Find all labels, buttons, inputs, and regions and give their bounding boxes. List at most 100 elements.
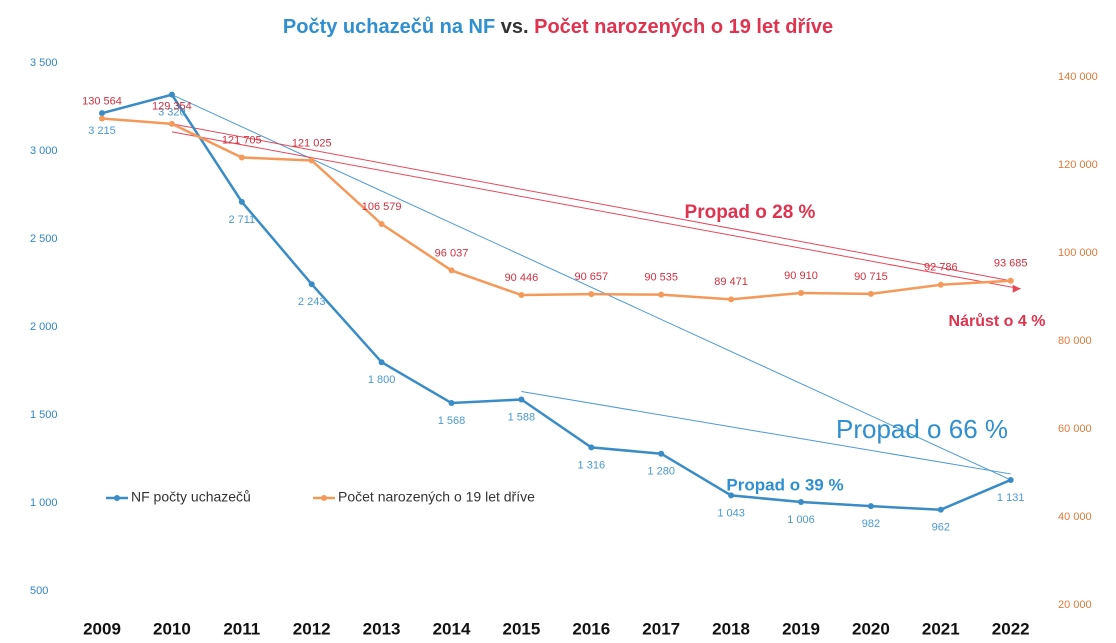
data-label: 982 (862, 518, 880, 530)
data-label: 93 685 (994, 258, 1028, 270)
data-label: 96 037 (435, 247, 469, 259)
data-point (937, 506, 944, 513)
x-tick-label: 2017 (642, 619, 680, 638)
y2-tick-label: 60 000 (1058, 423, 1092, 435)
y2-tick-label: 120 000 (1058, 159, 1098, 171)
data-label: 1 316 (578, 459, 606, 471)
data-label: 106 579 (362, 201, 402, 213)
y2-tick-label: 140 000 (1058, 71, 1098, 83)
data-point (728, 296, 735, 303)
y2-tick-label: 80 000 (1058, 335, 1092, 347)
y2-tick-label: 100 000 (1058, 247, 1098, 259)
x-tick-label: 2009 (83, 619, 121, 638)
data-label: 90 446 (505, 272, 539, 284)
data-label: 3 320 (158, 107, 186, 119)
trend-line (521, 391, 1011, 475)
y-tick-label: 1 500 (30, 409, 58, 421)
data-point (378, 359, 385, 366)
x-tick-label: 2019 (782, 619, 820, 638)
x-tick-label: 2012 (293, 619, 331, 638)
data-point (588, 291, 595, 298)
data-point (308, 281, 315, 288)
data-label: 1 131 (997, 492, 1025, 504)
data-label: 130 564 (82, 95, 122, 107)
y-tick-label: 1 000 (30, 497, 58, 509)
legend-swatch (114, 495, 120, 501)
series-line (101, 93, 1012, 511)
data-point (378, 221, 385, 228)
annotation: Propad o 66 % (836, 414, 1008, 444)
data-point (518, 292, 525, 299)
data-point (1007, 277, 1014, 284)
data-label: 90 657 (574, 271, 608, 283)
data-label: 121 705 (222, 134, 262, 146)
data-label: 92 786 (924, 262, 958, 274)
data-point (518, 396, 525, 403)
annotation: Nárůst o 4 % (949, 313, 1046, 330)
annotation: Propad o 39 % (726, 475, 843, 494)
data-label: 89 471 (714, 276, 748, 288)
x-tick-label: 2020 (852, 619, 890, 638)
data-label: 1 800 (368, 374, 396, 386)
data-point (448, 400, 455, 407)
data-point (448, 267, 455, 274)
data-label: 1 043 (717, 507, 745, 519)
x-tick-label: 2021 (922, 619, 960, 638)
x-tick-label: 2015 (502, 619, 540, 638)
data-label: 90 715 (854, 271, 888, 283)
data-point (168, 120, 175, 127)
title-part: Počty uchazečů na NF (283, 16, 495, 38)
legend-label: NF počty uchazečů (131, 489, 251, 505)
data-label: 2 711 (228, 214, 255, 226)
y-tick-label: 3 500 (30, 57, 58, 69)
title-part: Počet narozených o 19 let dříve (534, 16, 833, 38)
data-point (588, 444, 595, 451)
data-label: 1 588 (508, 411, 536, 423)
data-point (99, 115, 105, 122)
trend-line (171, 131, 1021, 290)
legend-swatch (321, 495, 327, 501)
data-point (238, 198, 245, 205)
data-point (238, 154, 245, 161)
x-tick-label: 2016 (572, 619, 610, 638)
data-point (798, 289, 804, 296)
data-label: 962 (932, 522, 950, 534)
data-label: 90 910 (784, 270, 818, 282)
chart-title: Počty uchazečů na NF vs. Počet narozenýc… (283, 16, 833, 38)
data-label: 121 025 (292, 137, 332, 149)
data-label: 90 535 (644, 272, 678, 284)
y-tick-label: 2 500 (30, 233, 58, 245)
arrow-head (1012, 284, 1021, 293)
x-tick-label: 2022 (992, 619, 1030, 638)
y-tick-label: 2 000 (30, 321, 58, 333)
data-point (658, 450, 665, 457)
x-tick-label: 2018 (712, 619, 750, 638)
title-part: vs. (501, 16, 529, 38)
data-label: 1 006 (787, 514, 815, 526)
data-point (168, 91, 175, 98)
x-tick-label: 2010 (153, 619, 191, 638)
series-line (101, 117, 1011, 301)
data-label: 1 568 (438, 415, 466, 427)
data-point (798, 498, 804, 505)
data-point (1007, 476, 1014, 483)
data-point (728, 492, 735, 499)
data-point (99, 110, 105, 117)
trend-line (171, 123, 1011, 282)
x-tick-label: 2014 (433, 619, 471, 638)
annotation: Propad o 28 % (685, 202, 816, 223)
y2-tick-label: 40 000 (1058, 511, 1092, 523)
x-tick-label: 2013 (363, 619, 401, 638)
data-label: 1 280 (647, 466, 675, 478)
x-tick-label: 2011 (223, 619, 260, 638)
data-point (308, 157, 315, 164)
y-tick-label: 500 (30, 585, 48, 597)
y2-tick-label: 20 000 (1058, 599, 1092, 611)
data-label: 3 215 (88, 125, 116, 137)
data-point (867, 290, 874, 297)
data-label: 129 354 (152, 101, 192, 113)
legend-label: Počet narozených o 19 let dříve (338, 489, 535, 505)
data-label: 2 243 (298, 296, 326, 308)
data-point (867, 503, 874, 510)
